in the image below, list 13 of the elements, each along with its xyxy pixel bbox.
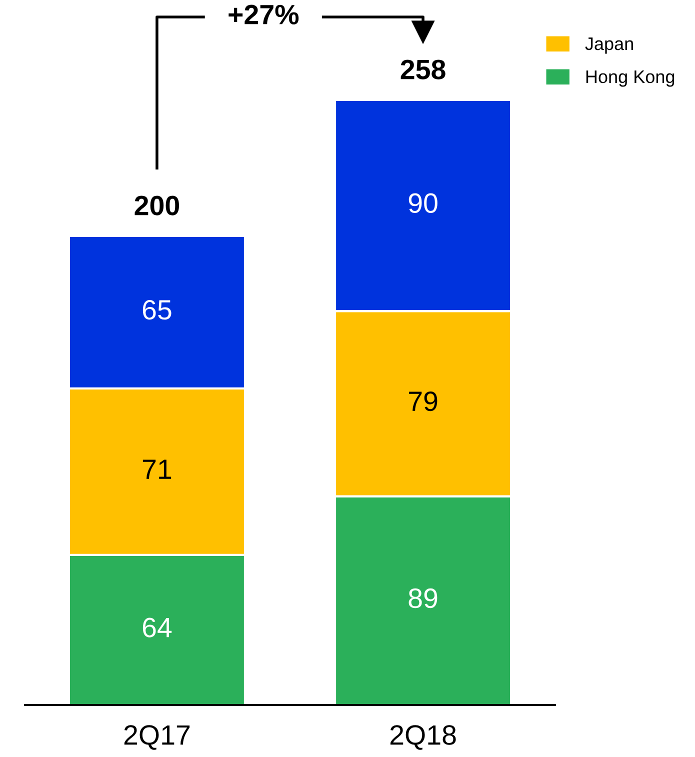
data-label: 90 <box>408 193 438 213</box>
text: +27% <box>228 4 299 24</box>
data-label: 89 <box>408 588 438 608</box>
legend-label: Japan <box>585 38 633 54</box>
total-label: 258 <box>400 60 446 80</box>
legend-label: Hong Kong <box>586 70 674 87</box>
x-tick-label: 2Q17 <box>124 725 190 750</box>
data-label: 79 <box>409 391 438 412</box>
data-label: 71 <box>142 460 172 479</box>
x-tick-label: 2Q18 <box>390 725 456 750</box>
data-label: 64 <box>142 618 172 638</box>
total-label: 200 <box>134 196 180 216</box>
data-label: 65 <box>142 300 172 320</box>
